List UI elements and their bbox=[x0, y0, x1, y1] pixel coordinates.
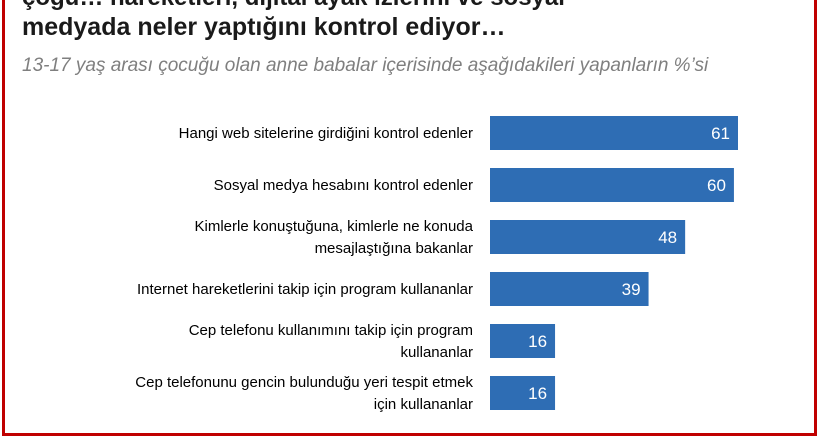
bar-value-label: 39 bbox=[622, 280, 641, 299]
category-label: mesajlaştığına bakanlar bbox=[315, 240, 473, 257]
bar bbox=[490, 376, 556, 410]
bar bbox=[490, 324, 556, 358]
chart-subtitle: 13-17 yaş arası çocuğu olan anne babalar… bbox=[22, 55, 709, 76]
bar bbox=[490, 168, 734, 202]
bars-group: 61 Hangi web sitelerine girdiğini kontrol… bbox=[135, 116, 738, 413]
bar-value-label: 16 bbox=[528, 332, 547, 351]
category-label: Kimlerle konuştuğuna, kimlerle ne konuda bbox=[195, 218, 474, 235]
bar bbox=[490, 272, 649, 306]
chart-title: medyada neler yaptığını kontrol ediyor… bbox=[22, 13, 506, 41]
category-label: Sosyal medya hesabını kontrol edenler bbox=[214, 177, 473, 194]
chart-title-partial: çoğu… hareketleri, dijital ayak izlerini… bbox=[22, 0, 565, 12]
bar-value-label: 16 bbox=[528, 384, 547, 403]
category-label: kullananlar bbox=[400, 344, 473, 361]
category-label: Internet hareketlerini takip için progra… bbox=[137, 281, 473, 298]
category-label: için kullananlar bbox=[374, 396, 473, 413]
category-label: Cep telefonu kullanımını takip için prog… bbox=[189, 322, 473, 339]
category-label: Cep telefonunu gencin bulunduğu yeri tes… bbox=[135, 374, 473, 391]
bar-value-label: 60 bbox=[707, 176, 726, 195]
category-label: Hangi web sitelerine girdiğini kontrol e… bbox=[179, 125, 473, 142]
bar-value-label: 48 bbox=[658, 228, 677, 247]
bar bbox=[490, 220, 686, 254]
bar-value-label: 61 bbox=[711, 124, 730, 143]
bar bbox=[490, 116, 738, 150]
